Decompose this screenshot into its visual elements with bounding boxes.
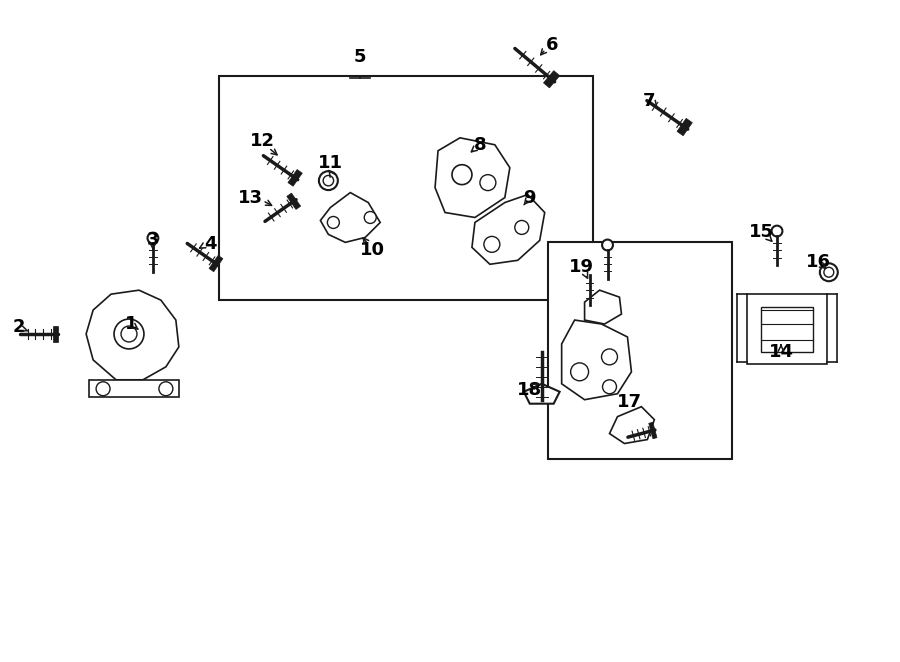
Circle shape — [584, 264, 595, 275]
Text: 12: 12 — [250, 132, 275, 150]
Circle shape — [114, 319, 144, 349]
Bar — [219, 76, 592, 300]
Polygon shape — [747, 294, 827, 364]
Polygon shape — [677, 118, 692, 136]
Polygon shape — [609, 406, 654, 444]
Circle shape — [159, 382, 173, 396]
Text: 10: 10 — [360, 242, 384, 260]
Text: 11: 11 — [318, 154, 343, 171]
Circle shape — [452, 165, 472, 185]
Text: 17: 17 — [616, 393, 642, 410]
Text: 6: 6 — [545, 36, 558, 54]
Polygon shape — [288, 169, 302, 186]
Circle shape — [824, 267, 833, 277]
Circle shape — [323, 175, 334, 186]
Bar — [548, 242, 732, 459]
Text: 19: 19 — [569, 258, 594, 276]
Polygon shape — [524, 384, 560, 404]
Text: 14: 14 — [769, 343, 794, 361]
Circle shape — [515, 220, 529, 234]
Polygon shape — [435, 138, 509, 218]
Polygon shape — [209, 256, 223, 271]
Circle shape — [480, 175, 496, 191]
Text: 5: 5 — [354, 48, 366, 66]
Circle shape — [771, 226, 782, 236]
Circle shape — [484, 236, 500, 252]
Polygon shape — [320, 193, 380, 242]
Text: 15: 15 — [749, 223, 773, 242]
Text: 4: 4 — [204, 236, 217, 254]
Circle shape — [364, 211, 376, 224]
Circle shape — [571, 363, 589, 381]
Polygon shape — [89, 380, 179, 397]
Polygon shape — [86, 290, 179, 380]
Circle shape — [328, 216, 339, 228]
Polygon shape — [287, 193, 301, 209]
Polygon shape — [544, 71, 560, 88]
Text: 9: 9 — [524, 189, 536, 207]
Text: 16: 16 — [806, 254, 832, 271]
Polygon shape — [585, 290, 622, 324]
Text: 13: 13 — [238, 189, 263, 207]
Circle shape — [602, 240, 613, 250]
Circle shape — [121, 326, 137, 342]
Polygon shape — [649, 422, 657, 439]
Text: 3: 3 — [147, 232, 159, 250]
Text: 2: 2 — [14, 318, 25, 336]
Text: 7: 7 — [644, 92, 655, 110]
Text: 8: 8 — [473, 136, 486, 154]
Polygon shape — [562, 320, 632, 400]
Text: 18: 18 — [518, 381, 543, 399]
Circle shape — [96, 382, 110, 396]
Circle shape — [601, 349, 617, 365]
Polygon shape — [472, 195, 544, 264]
Circle shape — [319, 171, 338, 190]
Polygon shape — [52, 326, 58, 342]
Circle shape — [148, 232, 158, 244]
Circle shape — [820, 263, 838, 281]
Bar — [761, 307, 813, 352]
Circle shape — [602, 380, 616, 394]
Text: 1: 1 — [125, 315, 137, 333]
